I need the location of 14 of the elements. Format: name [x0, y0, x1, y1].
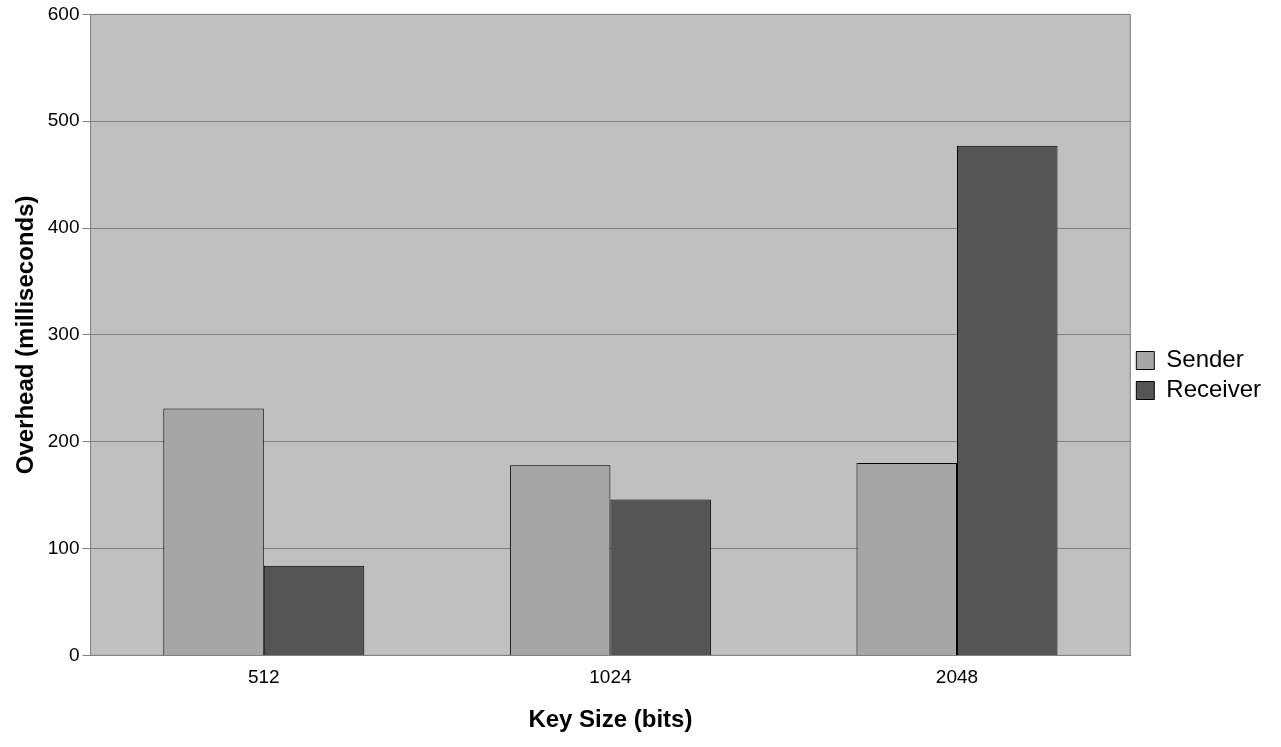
legend-label: Sender: [1166, 345, 1244, 373]
y-tick-label: 300: [47, 323, 80, 345]
y-tick-label: 500: [47, 109, 80, 131]
y-tick-label: 100: [47, 536, 80, 558]
y-axis-title: Overhead (milliseconds): [11, 195, 39, 475]
x-tick-label: 512: [247, 666, 280, 688]
x-axis-title: Key Size (bits): [528, 705, 693, 733]
y-tick-label: 400: [47, 216, 80, 238]
x-tick-label: 2048: [935, 666, 979, 688]
x-tick-label: 1024: [589, 666, 632, 688]
legend-label: Receiver: [1166, 375, 1262, 403]
y-tick-label: 0: [68, 643, 80, 665]
y-tick-label: 200: [47, 429, 80, 451]
y-tick-label: 600: [47, 2, 80, 24]
